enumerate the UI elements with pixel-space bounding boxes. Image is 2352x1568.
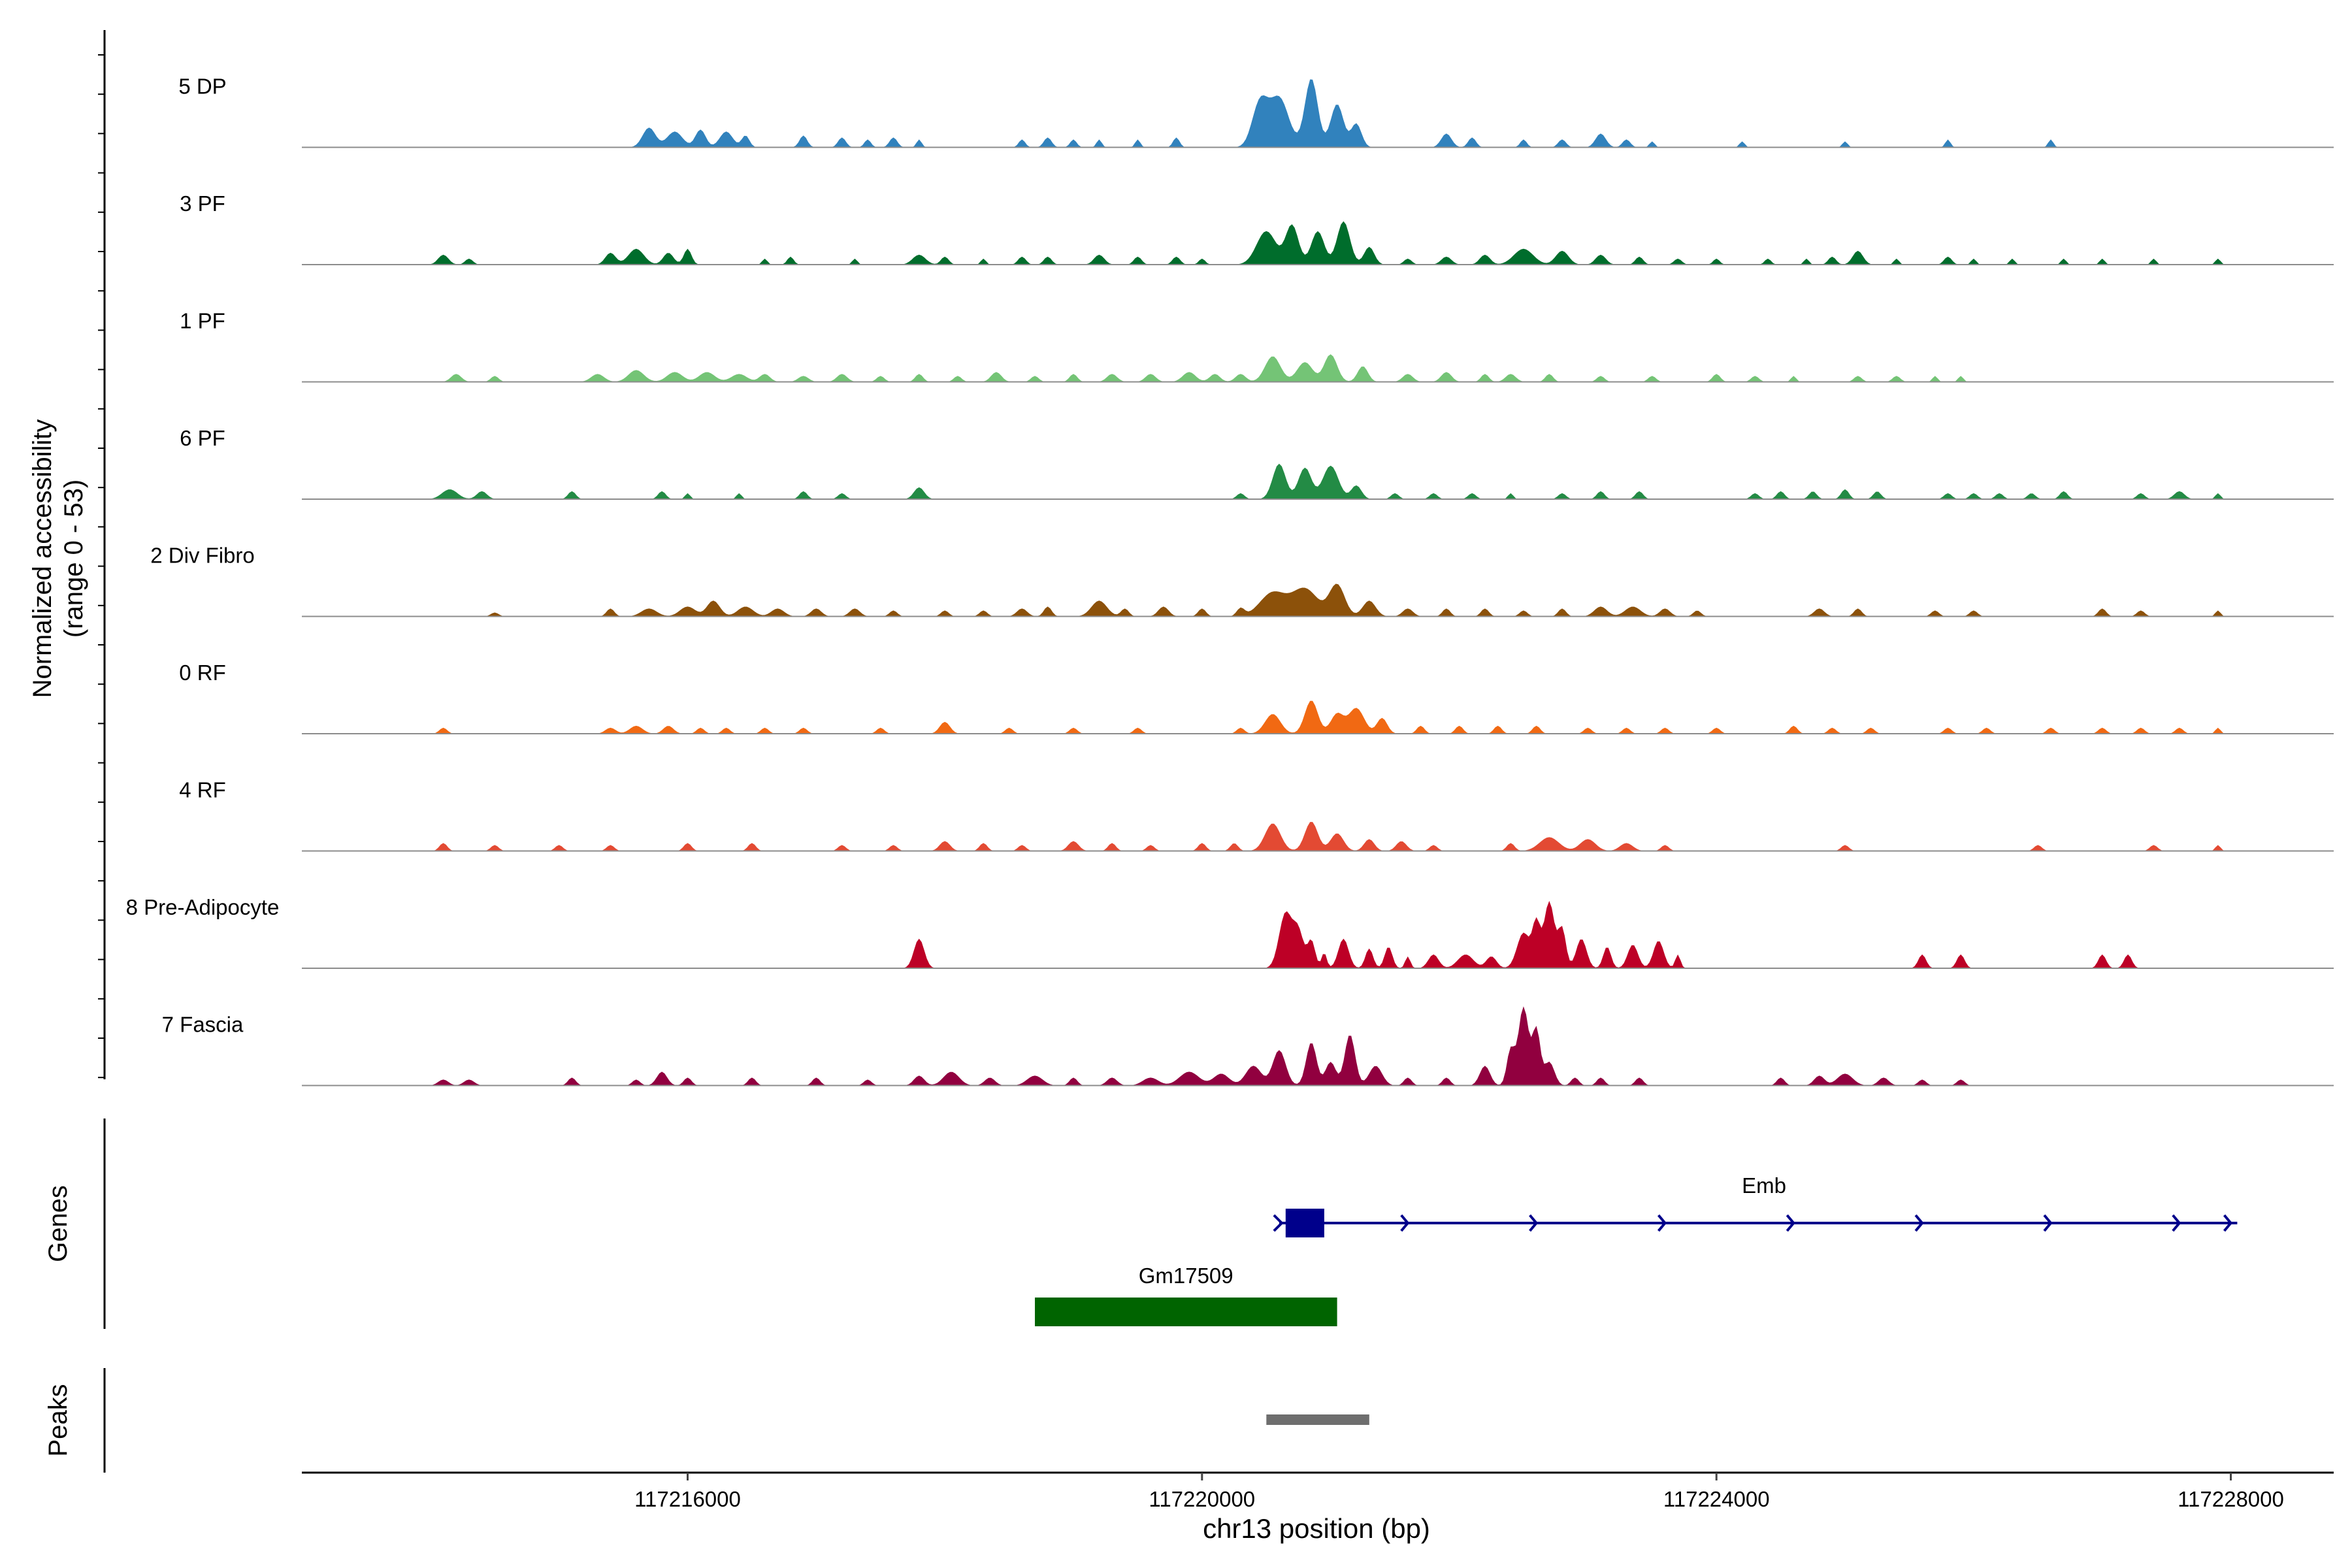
coverage-area [302,700,2334,734]
y-axis-label-line2: (range 0 - 53) [59,480,88,638]
coverage-area [302,463,2334,499]
strand-arrow [1786,1214,1795,1232]
coverage-area [302,822,2334,851]
peak-region [1266,1414,1369,1425]
strand-arrow [1400,1214,1410,1232]
gene-exon [1285,1209,1324,1237]
strand-arrow [2223,1214,2233,1232]
coverage-y-ticks [98,54,105,1079]
genes-panel-label: Genes [44,1185,73,1262]
gene-label: Emb [1742,1173,1786,1198]
x-tick-label: 117224000 [1663,1487,1770,1511]
track-8-pre-adipocyte: 8 Pre-Adipocyte [126,895,2334,969]
track-4-rf: 4 RF [179,778,2334,852]
peaks-panel-label: Peaks [44,1384,73,1456]
peak-regions [1266,1414,1369,1425]
coverage-area [302,1006,2334,1086]
track-2-div-fibro: 2 Div Fibro [150,544,2334,617]
track-label: 4 RF [179,778,226,802]
gene-exon [1035,1298,1337,1326]
gene-gm17509: Gm17509 [1035,1264,1337,1326]
x-tick-label: 117228000 [2178,1487,2284,1511]
track-6-pf: 6 PF [180,426,2334,500]
track-label: 1 PF [180,309,225,333]
track-label: 8 Pre-Adipocyte [126,895,280,919]
strand-arrow [1273,1214,1284,1232]
track-label: 3 PF [180,191,225,216]
strand-arrow [1914,1214,1924,1232]
track-label: 0 RF [179,661,226,685]
y-axis-label-line1: Normalized accessibility [28,419,57,698]
x-axis-label: chr13 position (bp) [1203,1513,1430,1544]
strand-arrow [2172,1214,2181,1232]
track-label: 7 Fascia [162,1013,244,1037]
coverage-area [302,900,2334,968]
coverage-area [302,583,2334,617]
track-0-rf: 0 RF [179,661,2334,734]
strand-arrow [1657,1214,1667,1232]
gene-label: Gm17509 [1139,1264,1233,1288]
track-label: 6 PF [180,426,225,450]
gene-annotations: Emb Gm17509 [1035,1173,2238,1326]
track-3-pf: 3 PF [180,191,2334,265]
x-tick-label: 117220000 [1149,1487,1255,1511]
track-label: 2 Div Fibro [150,544,255,568]
coverage-area [302,221,2334,265]
track-5-dp: 5 DP [178,74,2334,148]
coverage-tracks: 5 DP 3 PF 1 PF 6 PF 2 Div Fibro 0 RF 4 RF 8 Pre… [126,74,2334,1086]
coverage-area [302,354,2334,382]
strand-arrow [2043,1214,2053,1232]
track-label: 5 DP [178,74,226,99]
strand-arrow [1529,1214,1539,1232]
coverage-area [302,79,2334,148]
track-1-pf: 1 PF [180,309,2334,383]
x-axis-ticks: 117216000 117220000 117224000 117228000 [634,1473,2284,1511]
track-7-fascia: 7 Fascia [162,1006,2334,1086]
x-tick-label: 117216000 [634,1487,741,1511]
gene-emb: Emb [1273,1173,2238,1237]
